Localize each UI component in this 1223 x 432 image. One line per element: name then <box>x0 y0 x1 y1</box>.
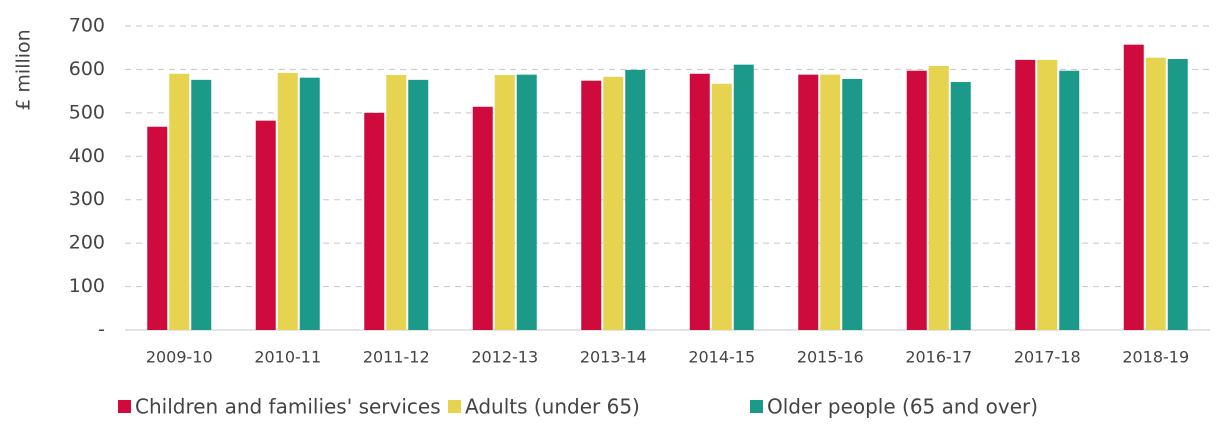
bar <box>472 106 493 330</box>
bar <box>581 80 602 330</box>
x-tick-label: 2011-12 <box>363 348 430 367</box>
y-tick-label: 500 <box>69 101 105 123</box>
bar <box>364 112 385 330</box>
bar <box>494 75 515 331</box>
bar <box>408 79 429 330</box>
y-tick-label: 300 <box>69 188 105 210</box>
x-tick-label: 2016-17 <box>905 348 972 367</box>
x-tick-label: 2012-13 <box>471 348 538 367</box>
bar <box>191 79 212 330</box>
bar <box>1123 44 1144 330</box>
y-tick-label: - <box>98 319 105 341</box>
legend-swatch <box>118 400 131 413</box>
bar <box>1167 59 1188 331</box>
bar <box>299 77 320 331</box>
bar <box>147 126 168 330</box>
bar <box>169 73 190 331</box>
legend-label: Older people (65 and over) <box>767 395 1038 419</box>
bar <box>950 82 971 330</box>
bar <box>516 74 537 330</box>
x-tick-label: 2017-18 <box>1014 348 1081 367</box>
x-tick-label: 2014-15 <box>688 348 755 367</box>
bar <box>711 83 732 330</box>
x-tick-label: 2009-10 <box>146 348 213 367</box>
bar <box>603 76 624 330</box>
bar <box>928 65 949 330</box>
bar <box>689 73 710 331</box>
x-tick-label: 2010-11 <box>254 348 321 367</box>
bar <box>277 72 298 330</box>
bar <box>255 120 276 330</box>
x-tick-label: 2013-14 <box>580 348 647 367</box>
y-tick-label: 400 <box>69 145 105 167</box>
y-axis-label: £ million <box>13 29 35 110</box>
y-tick-label: 200 <box>69 232 105 254</box>
bar <box>386 75 407 331</box>
y-tick-label: 600 <box>69 58 105 80</box>
bar <box>1037 59 1058 330</box>
bar <box>820 74 841 330</box>
bar <box>625 69 646 330</box>
legend-label: Adults (under 65) <box>465 395 640 419</box>
bar <box>906 70 927 330</box>
legend-swatch <box>448 400 461 413</box>
bar <box>733 64 754 330</box>
legend-label: Children and families' services <box>135 395 441 419</box>
bar <box>1145 57 1166 331</box>
bar <box>1059 70 1080 330</box>
y-tick-label: 700 <box>69 15 105 37</box>
x-tick-label: 2015-16 <box>797 348 864 367</box>
x-tick-label: 2018-19 <box>1122 348 1189 367</box>
y-tick-label: 100 <box>69 275 105 297</box>
bar <box>842 78 863 331</box>
bar <box>798 74 819 330</box>
bar <box>1015 59 1036 330</box>
legend-swatch <box>750 400 763 413</box>
